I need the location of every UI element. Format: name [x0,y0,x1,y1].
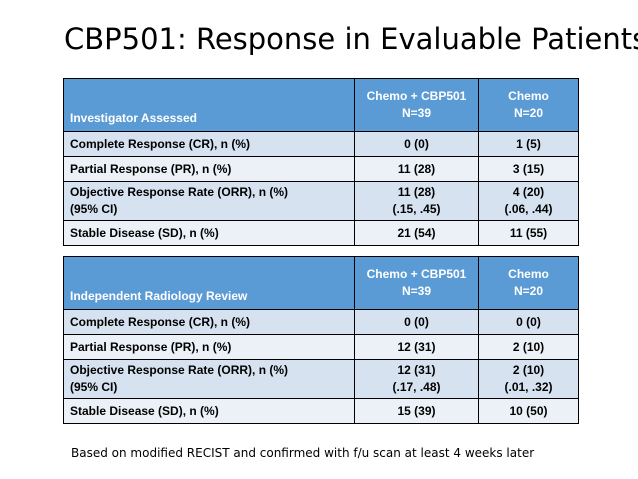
column-header-arm1-n: N=39 [401,106,432,120]
column-header-arm1-name: Chemo + CBP501 [366,267,467,281]
arm2-value: 3 (15) [478,156,579,182]
table-row: Partial Response (PR), n (%) 12 (31) 2 (… [63,334,579,360]
column-header-chemo-cbp501: Chemo + CBP501 N=39 [354,256,479,310]
table-row: Objective Response Rate (ORR), n (%) (95… [63,359,579,399]
arm1-orr: 12 (31) [397,363,436,377]
column-header-arm2-name: Chemo [508,267,549,281]
arm2-value: 2 (10) (.01, .32) [478,359,579,399]
column-header-arm2-n: N=20 [513,284,544,298]
table-header-label: Independent Radiology Review [63,256,355,310]
arm2-ci: (.01, .32) [504,380,553,394]
arm1-value: 21 (54) [354,220,479,246]
row-label: Objective Response Rate (ORR), n (%) (95… [63,359,355,399]
table-header-label: Investigator Assessed [63,78,355,132]
row-label-line1: Objective Response Rate (ORR), n (%) [70,185,289,199]
arm1-ci: (.17, .48) [392,380,441,394]
table-row: Complete Response (CR), n (%) 0 (0) 1 (5… [63,131,579,157]
row-label-line2: (95% CI) [70,380,118,394]
column-header-chemo: Chemo N=20 [478,78,579,132]
arm2-value: 0 (0) [478,309,579,335]
arm2-value: 11 (55) [478,220,579,246]
table-row: Complete Response (CR), n (%) 0 (0) 0 (0… [63,309,579,335]
arm2-value: 1 (5) [478,131,579,157]
slide-title: CBP501: Response in Evaluable Patients [64,22,638,56]
arm2-value: 10 (50) [478,398,579,424]
arm2-orr: 4 (20) [512,185,545,199]
row-label: Stable Disease (SD), n (%) [63,398,355,424]
table-row: Stable Disease (SD), n (%) 15 (39) 10 (5… [63,398,579,424]
row-label: Complete Response (CR), n (%) [63,131,355,157]
row-label-line1: Objective Response Rate (ORR), n (%) [70,363,289,377]
column-header-arm1-n: N=39 [401,284,432,298]
arm1-value: 11 (28) (.15, .45) [354,181,479,221]
row-label: Partial Response (PR), n (%) [63,156,355,182]
row-label: Complete Response (CR), n (%) [63,309,355,335]
row-label: Partial Response (PR), n (%) [63,334,355,360]
arm1-value: 0 (0) [354,131,479,157]
table-row: Partial Response (PR), n (%) 11 (28) 3 (… [63,156,579,182]
arm2-value: 4 (20) (.06, .44) [478,181,579,221]
arm1-value: 0 (0) [354,309,479,335]
row-label: Objective Response Rate (ORR), n (%) (95… [63,181,355,221]
column-header-chemo: Chemo N=20 [478,256,579,310]
arm2-orr: 2 (10) [512,363,545,377]
arm1-value: 12 (31) [354,334,479,360]
table-row: Stable Disease (SD), n (%) 21 (54) 11 (5… [63,220,579,246]
table-header-row: Investigator Assessed Chemo + CBP501 N=3… [63,78,579,132]
table-row: Objective Response Rate (ORR), n (%) (95… [63,181,579,221]
table-header-row: Independent Radiology Review Chemo + CBP… [63,256,579,310]
column-header-arm1-name: Chemo + CBP501 [366,89,467,103]
arm1-orr: 11 (28) [397,185,436,199]
row-label: Stable Disease (SD), n (%) [63,220,355,246]
arm1-value: 15 (39) [354,398,479,424]
column-header-arm2-name: Chemo [508,89,549,103]
independent-radiology-review-table: Independent Radiology Review Chemo + CBP… [63,256,579,424]
investigator-assessed-table: Investigator Assessed Chemo + CBP501 N=3… [63,78,579,246]
arm2-ci: (.06, .44) [504,202,553,216]
arm1-value: 12 (31) (.17, .48) [354,359,479,399]
column-header-arm2-n: N=20 [513,106,544,120]
arm1-ci: (.15, .45) [392,202,441,216]
arm1-value: 11 (28) [354,156,479,182]
footnote: Based on modified RECIST and confirmed w… [71,446,535,460]
row-label-line2: (95% CI) [70,202,118,216]
arm2-value: 2 (10) [478,334,579,360]
column-header-chemo-cbp501: Chemo + CBP501 N=39 [354,78,479,132]
